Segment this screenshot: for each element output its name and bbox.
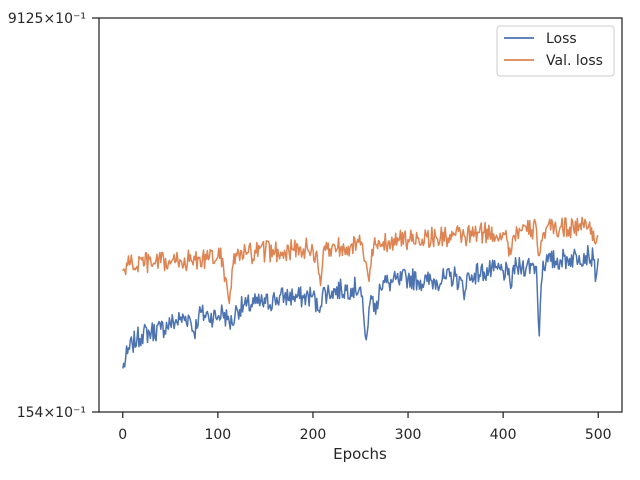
x-axis: 0 100 200 300 400 500	[118, 412, 612, 443]
legend: Loss Val. loss	[496, 25, 615, 77]
x-axis-label: Epochs	[333, 445, 387, 463]
x-tick-label-200: 200	[300, 427, 327, 443]
x-tick-label-0: 0	[118, 427, 127, 443]
x-tick-label-400: 400	[490, 427, 517, 443]
legend-label-val-loss: Val. loss	[546, 53, 603, 69]
plot-area	[98, 17, 623, 413]
y-tick-label-top: 9125×10⁻¹	[8, 11, 86, 27]
x-tick-label-500: 500	[585, 427, 612, 443]
series-layer	[122, 216, 599, 369]
series-line-val-loss	[122, 216, 599, 305]
x-tick-label-300: 300	[395, 427, 422, 443]
y-tick-label-bottom: 154×10⁻¹	[17, 405, 86, 421]
legend-label-loss: Loss	[546, 31, 577, 47]
y-axis: 9125×10⁻¹ 154×10⁻¹	[8, 11, 99, 421]
x-tick-label-100: 100	[204, 427, 231, 443]
series-line-loss	[122, 244, 599, 369]
